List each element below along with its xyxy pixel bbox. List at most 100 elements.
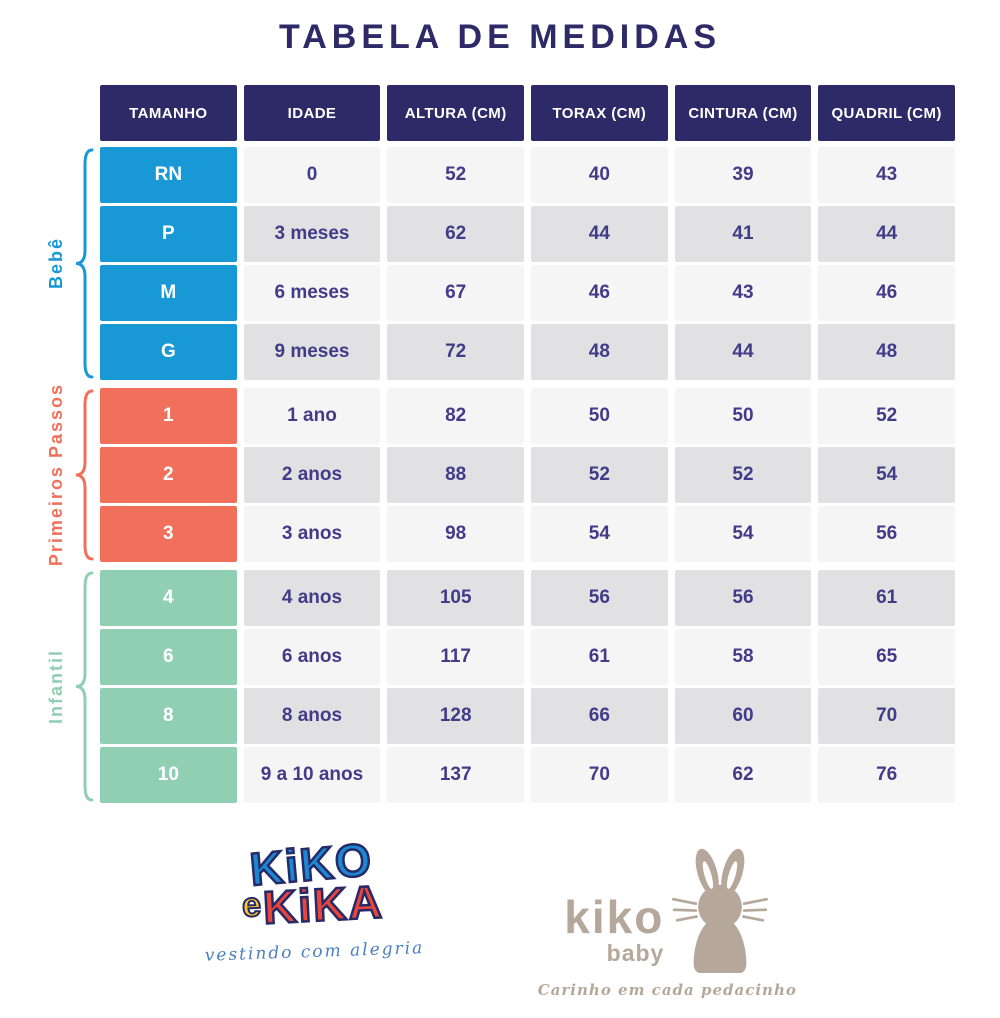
size-cell: 1 xyxy=(100,388,237,444)
size-cell: 10 xyxy=(100,747,237,803)
kiko-baby-wordmark: kiko xyxy=(564,890,665,943)
value-cell: 62 xyxy=(674,747,812,803)
size-cell: 2 xyxy=(100,447,237,503)
value-cell: 44 xyxy=(818,206,955,262)
value-cell: 40 xyxy=(531,147,668,203)
size-cell: 4 xyxy=(100,570,237,626)
value-cell: 52 xyxy=(531,447,668,503)
value-cell: 105 xyxy=(387,570,524,626)
value-cell: 50 xyxy=(674,388,812,444)
value-cell: 66 xyxy=(531,688,668,744)
value-cell: 72 xyxy=(387,324,524,380)
value-cell: 61 xyxy=(531,629,668,685)
value-cell: 46 xyxy=(818,265,955,321)
value-cell: 48 xyxy=(531,324,668,380)
value-cell: 4 anos xyxy=(243,570,381,626)
group-rows: RN 0 52 40 39 43 P 3 meses 62 44 41 44 M 6 meses 67 46 4… xyxy=(100,147,955,380)
value-cell: 56 xyxy=(531,570,668,626)
value-cell: 52 xyxy=(674,447,812,503)
kiko-baby-logo: kiko baby xyxy=(538,845,797,999)
group-label: Bebê xyxy=(46,237,66,290)
column-header-tamanho: TAMANHO xyxy=(100,85,237,141)
value-cell: 98 xyxy=(387,506,524,562)
kiko-e-kika-tagline: vestindo com alegria xyxy=(204,937,425,966)
value-cell: 44 xyxy=(674,324,812,380)
group-label: Primeiros Passos xyxy=(46,383,66,567)
value-cell: 54 xyxy=(674,506,812,562)
value-cell: 44 xyxy=(531,206,668,262)
value-cell: 54 xyxy=(531,506,668,562)
value-cell: 0 xyxy=(243,147,381,203)
size-cell: G xyxy=(100,324,237,380)
kiko-baby-wordmark-row: kiko baby xyxy=(538,845,797,973)
value-cell: 70 xyxy=(531,747,668,803)
kiko-e-kika-logo: KiKO eKiKA vestindo com alegria xyxy=(201,832,425,966)
value-cell: 62 xyxy=(387,206,524,262)
column-header-quadril: QUADRIL (CM) xyxy=(818,85,955,141)
group-label: Infantil xyxy=(46,649,66,724)
value-cell: 61 xyxy=(818,570,955,626)
age-group: Bebê RN 0 52 40 39 43 P 3 meses 62 44 41 44 M 6 meses 6… xyxy=(46,147,955,380)
footer: KiKO eKiKA vestindo com alegria kiko bab… xyxy=(0,832,1000,999)
size-cell: 3 xyxy=(100,506,237,562)
size-table: TAMANHO IDADE ALTURA (CM) TORAX (CM) CINTURA… xyxy=(46,85,955,803)
value-cell: 43 xyxy=(818,147,955,203)
group-brace-icon xyxy=(73,147,95,380)
value-cell: 9 a 10 anos xyxy=(243,747,381,803)
kika-wordmark: KiKA xyxy=(261,874,387,935)
group-side: Bebê xyxy=(46,147,100,380)
size-cell: P xyxy=(100,206,237,262)
column-header-idade: IDADE xyxy=(243,85,381,141)
value-cell: 54 xyxy=(818,447,955,503)
group-brace-icon xyxy=(73,388,95,562)
size-cell: 6 xyxy=(100,629,237,685)
value-cell: 41 xyxy=(674,206,812,262)
value-cell: 2 anos xyxy=(243,447,381,503)
age-group: Primeiros Passos 1 1 ano 82 50 50 52 2 2 anos 88 5… xyxy=(46,383,955,567)
value-cell: 88 xyxy=(387,447,524,503)
value-cell: 6 meses xyxy=(243,265,381,321)
column-header-altura: ALTURA (CM) xyxy=(387,85,524,141)
value-cell: 56 xyxy=(818,506,955,562)
value-cell: 9 meses xyxy=(243,324,381,380)
column-header-torax: TORAX (CM) xyxy=(531,85,668,141)
value-cell: 70 xyxy=(818,688,955,744)
value-cell: 3 meses xyxy=(243,206,381,262)
value-cell: 128 xyxy=(387,688,524,744)
value-cell: 48 xyxy=(818,324,955,380)
bunny-icon xyxy=(672,848,769,973)
age-group: Infantil 4 4 anos 105 56 56 61 6 6 anos 117 61 58 65… xyxy=(46,570,955,803)
group-side: Infantil xyxy=(46,570,100,803)
value-cell: 8 anos xyxy=(243,688,381,744)
value-cell: 52 xyxy=(387,147,524,203)
value-cell: 50 xyxy=(531,388,668,444)
value-cell: 43 xyxy=(674,265,812,321)
size-cell: 8 xyxy=(100,688,237,744)
value-cell: 1 ano xyxy=(243,388,381,444)
value-cell: 60 xyxy=(674,688,812,744)
size-cell: M xyxy=(100,265,237,321)
value-cell: 46 xyxy=(531,265,668,321)
value-cell: 6 anos xyxy=(243,629,381,685)
value-cell: 56 xyxy=(674,570,812,626)
value-cell: 67 xyxy=(387,265,524,321)
value-cell: 65 xyxy=(818,629,955,685)
kiko-e-letter: e xyxy=(240,885,263,926)
page-title: TABELA DE MEDIDAS xyxy=(279,18,721,56)
value-cell: 82 xyxy=(387,388,524,444)
value-cell: 58 xyxy=(674,629,812,685)
table-header-row: TAMANHO IDADE ALTURA (CM) TORAX (CM) CINTURA… xyxy=(100,85,955,141)
kiko-baby-sub: baby xyxy=(606,940,665,966)
value-cell: 52 xyxy=(818,388,955,444)
value-cell: 117 xyxy=(387,629,524,685)
size-cell: RN xyxy=(100,147,237,203)
group-brace-icon xyxy=(73,570,95,803)
value-cell: 76 xyxy=(818,747,955,803)
column-header-cintura: CINTURA (CM) xyxy=(674,85,812,141)
table-body: Bebê RN 0 52 40 39 43 P 3 meses 62 44 41 44 M 6 meses 6… xyxy=(46,147,955,803)
group-side: Primeiros Passos xyxy=(46,383,100,567)
kiko-baby-tagline: Carinho em cada pedacinho xyxy=(537,981,797,999)
value-cell: 39 xyxy=(674,147,812,203)
